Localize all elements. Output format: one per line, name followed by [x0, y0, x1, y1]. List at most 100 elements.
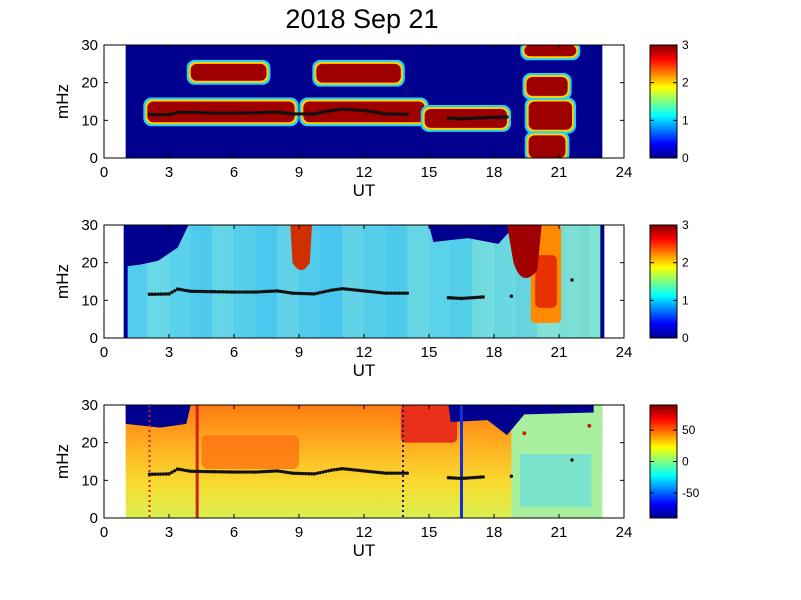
trace-point [462, 116, 466, 121]
trace-point [158, 112, 163, 117]
colorbar [649, 224, 678, 339]
trace-point [278, 469, 282, 473]
colorbar-tick-label: 1 [682, 113, 689, 127]
trace-point [381, 471, 385, 475]
trace-point [478, 295, 483, 299]
trace-point [181, 468, 185, 472]
trace-point [324, 469, 328, 474]
trace-point [449, 476, 453, 480]
trace-point [392, 112, 396, 116]
trace-point [199, 110, 203, 115]
trace-point [570, 458, 574, 462]
trace-point [251, 470, 255, 474]
trace-point [309, 472, 314, 476]
trace-point [309, 292, 314, 296]
trace-point [262, 469, 266, 474]
trace-point [312, 292, 316, 296]
trace-point [167, 112, 171, 117]
panel-3: 0 3 6 9 12 15 18 21 24 0 10 20 30 UT mHz -50 0 50 [53, 397, 700, 560]
x-tick-label: 18 [486, 164, 503, 181]
y-tick-label: 30 [81, 397, 98, 414]
trace-point [164, 292, 168, 296]
trace-point [402, 471, 407, 475]
trace-point [465, 296, 469, 300]
x-tick-label: 12 [356, 344, 373, 361]
trace-point [367, 109, 372, 114]
trace-point [386, 291, 391, 295]
trace-point [351, 468, 355, 472]
trace-point [570, 278, 574, 282]
trace-point [446, 116, 451, 120]
trace-point [389, 471, 393, 475]
trace-point [329, 468, 334, 472]
trace-point [389, 291, 393, 295]
x-tick-label: 18 [486, 524, 503, 541]
trace-point [378, 290, 382, 295]
trace-point [173, 288, 177, 293]
trace-point [184, 110, 189, 115]
trace-point [194, 469, 198, 474]
trace-point [467, 476, 472, 480]
trace-point [240, 290, 244, 294]
trace-point [275, 110, 280, 114]
heatmap-region-7 [526, 77, 568, 96]
trace-point [175, 467, 180, 471]
trace-point [467, 116, 472, 121]
trace-point [156, 292, 160, 296]
trace-point [224, 290, 228, 294]
trace-point [193, 110, 197, 115]
trace-point [346, 287, 350, 291]
trace-point [337, 287, 342, 291]
trace-point [467, 296, 472, 300]
trace-point [386, 112, 391, 116]
trace-point [202, 289, 206, 294]
trace-point [262, 289, 266, 294]
x-axis-label: UT [353, 181, 376, 200]
trace-point [181, 288, 185, 292]
x-tick-label: 6 [230, 344, 238, 361]
trace-point [283, 290, 287, 294]
x-tick-label: 0 [100, 344, 108, 361]
trace-point [153, 472, 157, 476]
trace-point [205, 289, 209, 294]
trace-point [489, 115, 493, 120]
trace-point [259, 470, 263, 474]
heatmap-region-3 [316, 63, 401, 83]
heatmap-region-1 [507, 225, 542, 279]
trace-point [245, 470, 250, 474]
trace-point [465, 476, 469, 480]
trace-point [278, 110, 282, 115]
trace-point [335, 287, 339, 292]
heatmap-column [169, 225, 191, 338]
low-power-mask [125, 225, 189, 267]
trace-point [216, 470, 220, 474]
trace-point [457, 476, 461, 480]
trace-point [280, 469, 285, 474]
trace-point [340, 466, 345, 471]
x-tick-label: 24 [616, 164, 633, 181]
trace-point [235, 470, 239, 474]
trace-point [320, 110, 324, 115]
x-tick-label: 12 [356, 524, 373, 541]
y-tick-label: 0 [90, 330, 98, 347]
trace-point [158, 292, 163, 296]
trace-point [232, 470, 236, 474]
trace-point [359, 108, 363, 113]
trace-point [301, 291, 306, 296]
trace-point [245, 290, 250, 294]
trace-point [293, 471, 297, 475]
trace-point [248, 111, 252, 115]
heatmap-column [589, 225, 603, 338]
heatmap-region-5 [528, 101, 572, 130]
trace-point [210, 111, 215, 115]
trace-point [229, 111, 233, 115]
heatmap-column [190, 225, 213, 338]
trace-point [343, 107, 347, 111]
colorbar-tick-label: 3 [682, 218, 689, 232]
colorbar-tick-label: 0 [682, 151, 689, 165]
trace-point [218, 470, 223, 474]
trace-point [290, 291, 295, 295]
trace-point [473, 475, 477, 480]
trace-point [218, 290, 223, 294]
